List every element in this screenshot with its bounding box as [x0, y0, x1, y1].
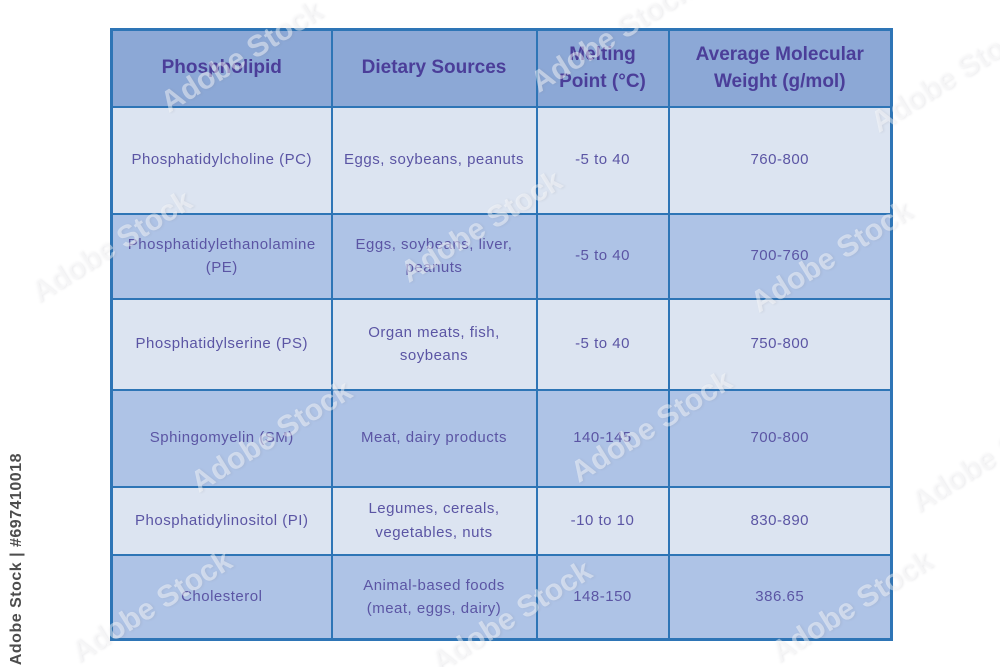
- column-header-molecular-weight: Average Molecular Weight (g/mol): [667, 28, 893, 108]
- cell-molecular-weight: 700-760: [667, 212, 893, 300]
- cell-melting-point: -5 to 40: [535, 297, 670, 391]
- cell-phospholipid: Phosphatidylinositol (PI): [110, 485, 333, 556]
- cell-dietary-sources: Eggs, soybeans, peanuts: [330, 105, 538, 215]
- cell-melting-point: -5 to 40: [535, 212, 670, 300]
- table-row: Phosphatidylethanolamine (PE) Eggs, soyb…: [110, 212, 893, 300]
- cell-phospholipid: Phosphatidylethanolamine (PE): [110, 212, 333, 300]
- table-row: Phosphatidylserine (PS) Organ meats, fis…: [110, 297, 893, 391]
- cell-phospholipid: Phosphatidylserine (PS): [110, 297, 333, 391]
- cell-melting-point: -5 to 40: [535, 105, 670, 215]
- cell-molecular-weight: 700-800: [667, 388, 893, 488]
- column-header-phospholipid: Phospholipid: [110, 28, 333, 108]
- cell-molecular-weight: 830-890: [667, 485, 893, 556]
- cell-melting-point: -10 to 10: [535, 485, 670, 556]
- watermark-tile: Adobe Stock: [904, 394, 1000, 520]
- cell-molecular-weight: 750-800: [667, 297, 893, 391]
- cell-molecular-weight: 386.65: [667, 553, 893, 641]
- table-row: Sphingomyelin (SM) Meat, dairy products …: [110, 388, 893, 488]
- stock-id-watermark: Adobe Stock | #697410018: [8, 452, 25, 665]
- phospholipid-table: Phospholipid Dietary Sources Melting Poi…: [110, 28, 893, 641]
- cell-phospholipid: Cholesterol: [110, 553, 333, 641]
- table-row: Phosphatidylinositol (PI) Legumes, cerea…: [110, 485, 893, 556]
- cell-molecular-weight: 760-800: [667, 105, 893, 215]
- cell-dietary-sources: Meat, dairy products: [330, 388, 538, 488]
- cell-melting-point: 148-150: [535, 553, 670, 641]
- cell-dietary-sources: Legumes, cereals, vegetables, nuts: [330, 485, 538, 556]
- cell-dietary-sources: Eggs, soybeans, liver, peanuts: [330, 212, 538, 300]
- table-row: Phosphatidylcholine (PC) Eggs, soybeans,…: [110, 105, 893, 215]
- table-row: Cholesterol Animal-based foods (meat, eg…: [110, 553, 893, 641]
- cell-dietary-sources: Animal-based foods (meat, eggs, dairy): [330, 553, 538, 641]
- column-header-dietary-sources: Dietary Sources: [330, 28, 538, 108]
- cell-melting-point: 140-145: [535, 388, 670, 488]
- column-header-melting-point: Melting Point (°C): [535, 28, 670, 108]
- cell-dietary-sources: Organ meats, fish, soybeans: [330, 297, 538, 391]
- cell-phospholipid: Phosphatidylcholine (PC): [110, 105, 333, 215]
- header-row: Phospholipid Dietary Sources Melting Poi…: [110, 28, 893, 108]
- phospholipid-table-container: Phospholipid Dietary Sources Melting Poi…: [110, 28, 893, 641]
- cell-phospholipid: Sphingomyelin (SM): [110, 388, 333, 488]
